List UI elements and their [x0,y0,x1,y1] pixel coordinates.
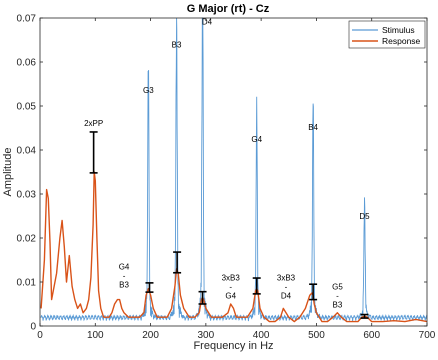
legend-box [348,20,426,49]
chart-title: G Major (rt) - Cz [187,3,270,15]
annotation-line: 3xB3 [222,274,241,283]
x-tick-label: 700 [419,330,436,341]
annotation-line: - [285,283,288,292]
x-tick-label: 0 [37,330,43,341]
y-tick-label: 0.05 [17,102,37,113]
annotation-line: G4 [119,263,130,272]
annotation-line: 3xB3 [277,274,296,283]
stimulus-line [40,17,428,322]
annotation-line: B3 [119,281,129,290]
y-tick-label: 0.01 [17,278,37,289]
y-tick-label: 0.07 [17,14,37,25]
annotation-line: G4 [251,135,262,144]
error-bar [173,251,182,274]
response-line [40,171,428,323]
annotation-line: B4 [308,123,318,132]
legend: Stimulus Response [348,20,426,49]
error-bar [252,277,261,295]
annotation-line: B3 [172,40,182,49]
plot-area-frame [39,17,428,327]
x-tick-label: 100 [87,330,104,341]
peak-annotation: G4 -B3 [119,263,130,290]
peak-annotation: B4 [308,123,318,132]
x-tick-label: 500 [308,330,325,341]
y-tick-label: 0.02 [17,234,37,245]
legend-response-label: Response [382,36,421,46]
y-tick-label: 0.04 [17,146,37,157]
annotation-line: - [336,291,339,300]
peak-annotation: D4 [202,18,213,27]
peak-annotation: D5 [359,212,370,221]
annotation-line: - [229,283,232,292]
error-bar [360,313,369,319]
annotation-line: D4 [202,18,213,27]
error-bars [89,131,369,319]
peak-annotation: 3xB3 -D4 [277,274,296,301]
error-bar [198,290,207,305]
error-bar [89,131,98,174]
y-tick-label: 0 [30,322,36,333]
peak-annotation: 3xB3 -G4 [222,274,241,301]
annotation-line: D4 [281,292,292,301]
peak-annotation: G3 [143,86,154,95]
peak-annotation: 2xPP [84,119,103,128]
y-axis-label: Amplitude [2,148,14,197]
x-tick-label: 400 [253,330,270,341]
axis-ticks: 0 100 200 300 400 500 600 700 0 0.01 0.02 0.03 0.04 0… [17,14,436,342]
peak-annotation: B3 [172,40,182,49]
y-tick-label: 0.06 [17,58,37,69]
peak-annotation: G4 [251,135,262,144]
error-bar [309,283,318,301]
annotation-line: D5 [359,212,370,221]
y-tick-label: 0.03 [17,190,37,201]
stimulus-series [40,17,428,322]
x-tick-label: 300 [198,330,215,341]
x-tick-label: 600 [363,330,380,341]
annotation-line: B3 [333,300,343,309]
annotation-line: G5 [332,282,343,291]
annotation-line: G3 [143,86,154,95]
annotation-line: G4 [225,292,236,301]
error-bar [145,282,154,293]
annotation-line: 2xPP [84,119,103,128]
x-tick-label: 200 [142,330,159,341]
response-series [40,171,428,323]
annotation-line: - [123,272,126,281]
peak-annotation: G5 -B3 [332,282,343,309]
x-axis-label: Frequency in Hz [193,340,273,352]
legend-stimulus-label: Stimulus [382,25,415,35]
